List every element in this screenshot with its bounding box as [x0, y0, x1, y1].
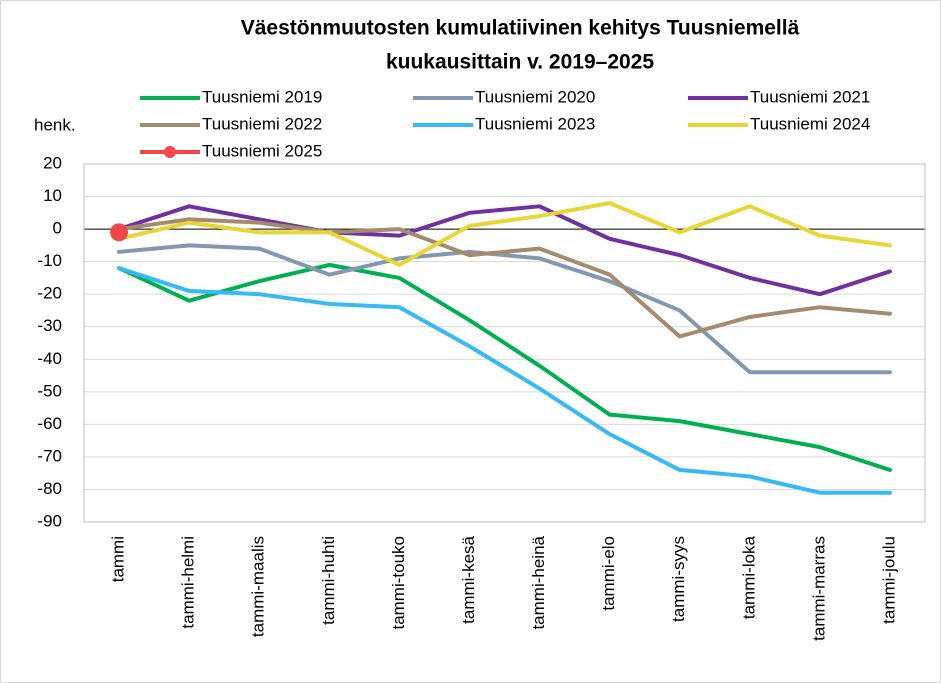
- series-line: [117, 217, 892, 339]
- chart-title: kuukausittain v. 2019–2025: [386, 51, 654, 74]
- legend-label: Tuusniemi 2024: [750, 114, 870, 133]
- y-axis-label: henk.: [34, 115, 76, 134]
- legend-label: Tuusniemi 2023: [475, 114, 595, 133]
- y-tick-label: -10: [37, 251, 62, 270]
- series-marker: [110, 223, 129, 242]
- y-tick-label: -60: [37, 414, 62, 433]
- x-tick-label: tammi-kesä: [459, 535, 478, 623]
- plot-border: [83, 163, 926, 523]
- y-tick-label: -80: [37, 479, 62, 498]
- legend-label: Tuusniemi 2020: [475, 87, 595, 106]
- series-line: [117, 243, 892, 375]
- y-tick-label: -30: [37, 316, 62, 335]
- y-tick-label: -50: [37, 381, 62, 400]
- legend-label: Tuusniemi 2021: [750, 87, 870, 106]
- y-tick-label: -40: [37, 349, 62, 368]
- x-tick-label: tammi: [109, 536, 128, 582]
- x-tick-label: tammi-helmi: [179, 536, 198, 629]
- y-tick-label: 20: [43, 153, 62, 172]
- x-tick-label: tammi-maalis: [249, 536, 268, 637]
- x-tick-label: tammi-joulu: [879, 536, 898, 624]
- legend-label: Tuusniemi 2025: [202, 141, 322, 160]
- series-line: [117, 204, 892, 297]
- y-tick-label: 0: [53, 219, 62, 238]
- x-tick-label: tammi-huhti: [319, 536, 338, 625]
- y-tick-label: -20: [37, 284, 62, 303]
- series-line: [117, 266, 892, 495]
- legend-marker: [164, 146, 176, 158]
- series-line: [117, 201, 892, 267]
- chart-title: Väestönmuutosten kumulatiivinen kehitys …: [241, 17, 800, 40]
- x-tick-label: tammi-heinä: [529, 535, 548, 629]
- x-tick-label: tammi-marras: [809, 536, 828, 641]
- x-tick-label: tammi-elo: [599, 536, 618, 611]
- series-line: [117, 262, 892, 472]
- y-tick-label: -70: [37, 446, 62, 465]
- x-tick-label: tammi-syys: [669, 536, 688, 622]
- x-tick-label: tammi-loka: [739, 535, 758, 619]
- y-tick-label: 10: [43, 186, 62, 205]
- legend-label: Tuusniemi 2022: [202, 114, 322, 133]
- legend-label: Tuusniemi 2019: [202, 87, 322, 106]
- x-tick-label: tammi-touko: [389, 536, 408, 630]
- y-tick-label: -90: [37, 511, 62, 530]
